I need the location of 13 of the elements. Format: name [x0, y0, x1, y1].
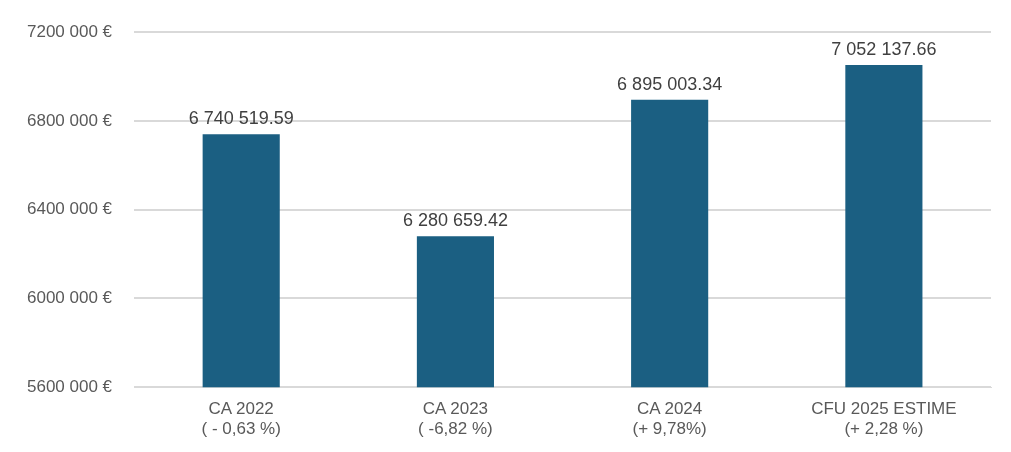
y-tick-label: 6400 000 € [26, 199, 113, 219]
data-label: 7 052 137.66 [831, 38, 937, 59]
x-tick-label: CA 2023 ( -6,82 %) [418, 399, 493, 439]
y-tick-label: 7200 000 € [26, 21, 113, 41]
x-tick-label: CA 2024 (+ 9,78%) [632, 399, 707, 439]
data-label: 6 895 003.34 [617, 73, 723, 94]
y-tick-label: 6800 000 € [26, 110, 113, 130]
y-tick-label: 5600 000 € [26, 376, 113, 396]
data-label: 6 740 519.59 [188, 108, 294, 129]
y-tick-label: 6000 000 € [26, 288, 113, 308]
x-tick-label: CFU 2025 ESTIME (+ 2,28 %) [811, 399, 957, 439]
x-tick-label: CA 2022 ( - 0,63 %) [201, 399, 281, 439]
data-label: 6 280 659.42 [402, 210, 508, 231]
